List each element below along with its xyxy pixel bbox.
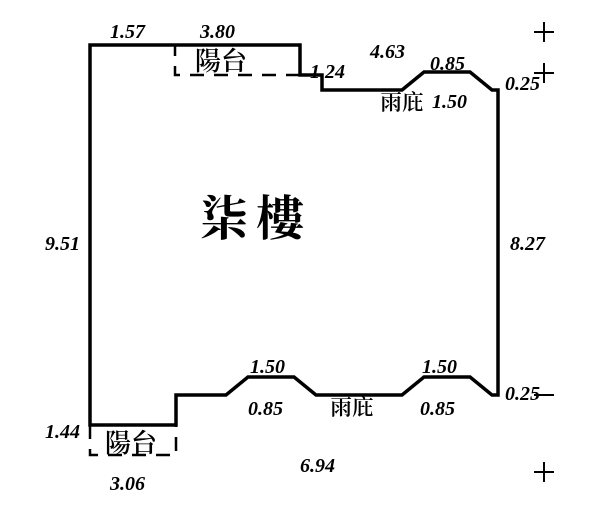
dim-top-380: 3.80	[199, 21, 235, 43]
dim-bot-150r: 1.50	[422, 356, 457, 378]
dim-bot-694: 6.94	[300, 455, 335, 477]
label-floor: 柒樓	[200, 180, 312, 249]
dim-left-144: 1.44	[45, 421, 80, 443]
dim-top-124: 1.24	[310, 61, 345, 83]
dim-right-025t: 0.25	[505, 73, 540, 95]
dim-left-951: 9.51	[45, 233, 80, 255]
label-canopy-bot: 雨庇	[330, 391, 374, 422]
dim-right-025b: 0.25	[505, 383, 540, 405]
label-balcony-top: 陽台	[195, 41, 248, 78]
floor-plan-diagram: 1.57 3.80 1.24 4.63 0.85 0.25 1.50 8.27 …	[0, 0, 599, 520]
dim-top-085: 0.85	[430, 53, 465, 75]
label-canopy-top: 雨庇	[380, 86, 424, 117]
dim-top-157: 1.57	[110, 21, 146, 43]
dim-right-827: 8.27	[510, 233, 546, 255]
dim-bot-150l: 1.50	[250, 356, 285, 378]
dim-bot-085l: 0.85	[248, 398, 283, 420]
dim-right-150t: 1.50	[432, 91, 467, 113]
label-balcony-bot: 陽台	[105, 423, 158, 460]
dim-bot-085r: 0.85	[420, 398, 455, 420]
dim-bot-306: 3.06	[109, 473, 145, 495]
dim-top-463: 4.63	[369, 41, 405, 63]
